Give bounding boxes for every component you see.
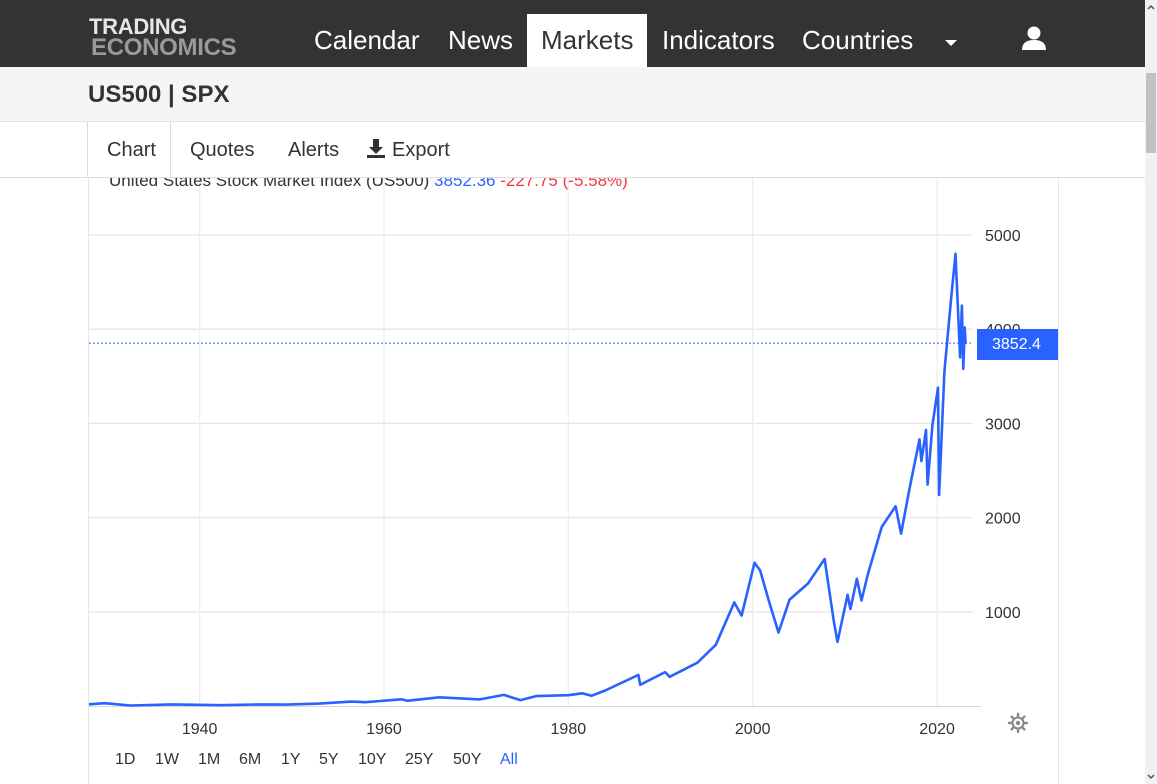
export-label: Export (392, 139, 450, 161)
grid-layer (89, 178, 981, 707)
range-50y[interactable]: 50Y (453, 751, 482, 768)
series-line-0 (89, 252, 967, 707)
scroll-up-arrow-icon[interactable] (1145, 2, 1157, 12)
top-navigation-bar: TRADING ECONOMICS Calendar News Markets … (0, 0, 1145, 67)
caret-down-icon[interactable] (936, 14, 966, 67)
axis-layer: 1000200030004000500019401960198020002020 (182, 228, 1021, 738)
logo-line1: TRADING (89, 14, 188, 39)
last-price-badge: 3852.4 (977, 329, 1058, 360)
range-25y[interactable]: 25Y (405, 751, 434, 768)
y-tick-label-2000: 2000 (985, 511, 1021, 528)
tab-chart[interactable]: Chart (107, 139, 156, 161)
chart-legend: United States Stock Market Index (US500)… (109, 178, 628, 191)
range-1m[interactable]: 1M (198, 751, 221, 768)
range-1w[interactable]: 1W (155, 751, 179, 768)
gear-icon[interactable] (1007, 712, 1029, 734)
chart-panel[interactable]: 1000200030004000500019401960198020002020… (88, 178, 1059, 784)
x-tick-label-2020: 2020 (919, 721, 955, 738)
price-chart[interactable]: 1000200030004000500019401960198020002020 (89, 178, 1059, 784)
page-scrollbar[interactable] (1145, 0, 1157, 784)
legend-value: 3852.36 (434, 178, 496, 190)
user-icon[interactable] (1016, 26, 1052, 56)
tab-bar: Chart Quotes Alerts Export (0, 122, 1145, 178)
nav-calendar[interactable]: Calendar (314, 25, 420, 55)
series-layer (89, 252, 973, 707)
active-tab-frame (87, 122, 171, 178)
x-tick-label-1980: 1980 (551, 721, 587, 738)
nav-markets[interactable]: Markets (527, 14, 648, 67)
legend-series-name: United States Stock Market Index (US500) (109, 178, 430, 190)
x-tick-label-1940: 1940 (182, 721, 218, 738)
x-tick-label-1960: 1960 (366, 721, 402, 738)
y-tick-label-5000: 5000 (985, 228, 1021, 245)
nav-indicators[interactable]: Indicators (662, 25, 775, 55)
tab-alerts[interactable]: Alerts (288, 139, 340, 161)
nav-news[interactable]: News (448, 25, 514, 55)
nav-countries[interactable]: Countries (802, 25, 914, 55)
legend-change-pct: (-5.58%) (562, 178, 628, 190)
scrollbar-thumb[interactable] (1146, 73, 1156, 153)
download-icon (367, 139, 385, 159)
trading-economics-logo[interactable]: TRADING ECONOMICS (88, 14, 268, 61)
range-5y[interactable]: 5Y (319, 751, 339, 768)
scroll-down-arrow-icon[interactable] (1145, 772, 1157, 782)
tab-quotes[interactable]: Quotes (190, 139, 255, 161)
range-all[interactable]: All (500, 751, 518, 768)
logo-line2: ECONOMICS (91, 34, 237, 61)
range-1y[interactable]: 1Y (281, 751, 301, 768)
y-tick-label-1000: 1000 (985, 605, 1021, 622)
y-tick-label-3000: 3000 (985, 416, 1021, 433)
tab-export[interactable]: Export (366, 122, 450, 178)
range-10y[interactable]: 10Y (358, 751, 387, 768)
title-bar: US500 | SPX (0, 67, 1145, 122)
page-title: US500 | SPX (88, 81, 230, 108)
x-tick-label-2000: 2000 (735, 721, 771, 738)
legend-change: -227.75 (500, 178, 558, 190)
range-6m[interactable]: 6M (239, 751, 262, 768)
range-1d[interactable]: 1D (115, 751, 136, 768)
